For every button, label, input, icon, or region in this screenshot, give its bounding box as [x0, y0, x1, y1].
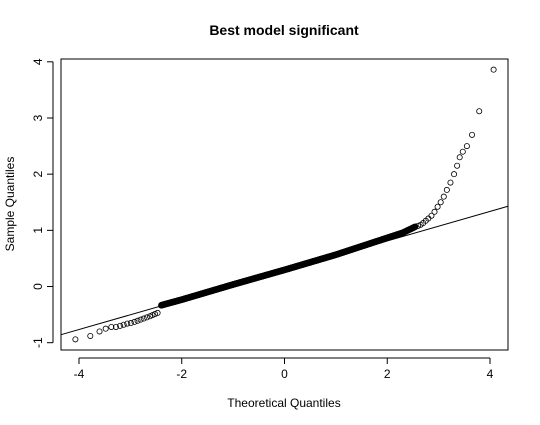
data-point	[447, 179, 454, 186]
y-axis-label: Sample Quantiles	[3, 157, 17, 252]
x-tick-label: 0	[281, 367, 288, 381]
data-point	[428, 212, 435, 219]
x-tick-label: 2	[384, 367, 391, 381]
plot-frame	[60, 58, 509, 351]
y-tick-label: 4	[31, 58, 45, 65]
data-point	[96, 328, 103, 335]
x-axis: -4 -2 0 2 4	[74, 357, 494, 381]
data-point	[124, 320, 131, 327]
data-point	[490, 66, 497, 73]
data-point	[412, 223, 419, 230]
y-tick-label: -1	[31, 337, 45, 348]
data-point	[134, 317, 141, 324]
points-layer	[72, 66, 497, 343]
data-point	[143, 314, 150, 321]
data-point	[140, 315, 147, 322]
data-point	[120, 321, 127, 328]
data-point	[456, 154, 463, 161]
x-tick-label: -2	[176, 367, 187, 381]
y-axis: -1 0 1 2 3 4	[31, 58, 54, 348]
data-point	[459, 148, 466, 155]
x-tick-label: 4	[487, 367, 494, 381]
data-point	[476, 108, 483, 115]
data-point	[72, 336, 79, 343]
data-point	[87, 332, 94, 339]
data-point	[131, 318, 138, 325]
data-point	[454, 162, 461, 169]
x-tick-label: -4	[74, 367, 85, 381]
data-point	[112, 323, 119, 330]
data-point	[154, 309, 161, 316]
y-tick-label: 2	[31, 171, 45, 178]
data-point	[108, 323, 115, 330]
data-point	[469, 131, 476, 138]
data-point	[434, 203, 441, 210]
data-point	[443, 186, 450, 193]
data-point	[117, 322, 124, 329]
data-point	[437, 199, 444, 206]
data-point	[463, 143, 470, 150]
x-axis-label: Theoretical Quantiles	[227, 396, 340, 410]
chart-title: Best model significant	[209, 22, 359, 38]
data-point	[127, 320, 134, 327]
data-point	[451, 171, 458, 178]
data-point	[431, 208, 438, 215]
y-tick-label: 0	[31, 283, 45, 290]
data-point	[137, 316, 144, 323]
data-point	[440, 193, 447, 200]
y-tick-label: 3	[31, 114, 45, 121]
data-point	[102, 325, 109, 332]
y-tick-label: 1	[31, 227, 45, 234]
